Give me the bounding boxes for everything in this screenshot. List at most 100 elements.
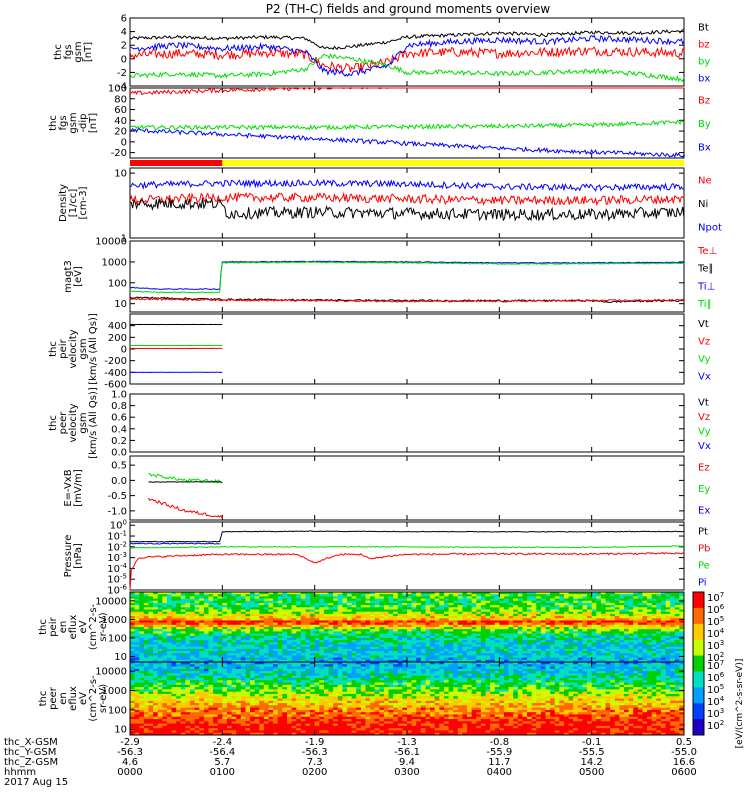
heatmap-cell [601,671,606,674]
heatmap-cell [527,667,532,670]
heatmap-cell [135,664,140,667]
heatmap-cell [342,669,347,672]
y-tick-label: 100 [108,278,127,289]
heatmap-cell [666,673,671,676]
heatmap-cell [282,664,287,667]
heatmap-cell [135,667,140,670]
heatmap-cell [661,664,666,667]
heatmap-cell [444,667,449,670]
heatmap-cell [333,664,338,667]
heatmap-cell [222,676,227,679]
heatmap-cell [236,676,241,679]
heatmap-cell [582,673,587,676]
heatmap-cell [536,671,541,674]
heatmap-cell [338,671,343,674]
heatmap-cell [255,667,260,670]
heatmap-cell [495,673,500,676]
heatmap-cell [485,673,490,676]
heatmap-cell [435,669,440,672]
heatmap-cell [287,667,292,670]
heatmap-cell [356,667,361,670]
heatmap-cell [476,671,481,674]
heatmap-cell [522,667,527,670]
heatmap-cell [652,667,657,670]
heatmap-cell [449,667,454,670]
heatmap-cell [167,676,172,679]
heatmap-cell [185,664,190,667]
heatmap-cell [522,673,527,676]
heatmap-cell [365,676,370,679]
y-tick-label: 0 [121,54,127,65]
heatmap-cell [485,671,490,674]
heatmap-cell [269,667,274,670]
heatmap-cell [546,671,551,674]
heatmap-cell [181,667,186,670]
heatmap-cell [365,673,370,676]
heatmap-cell [250,671,255,674]
plot-frame [130,18,684,86]
heatmap-cell [282,673,287,676]
heatmap-cell [158,667,163,670]
heatmap-cell [296,671,301,674]
heatmap-cell [467,664,472,667]
y-tick-label: 20 [114,127,127,138]
heatmap-cell [153,673,158,676]
heatmap-cell [195,667,200,670]
heatmap-cell [342,667,347,670]
heatmap-cell [278,676,283,679]
heatmap-cell [255,673,260,676]
heatmap-cell [352,664,357,667]
heatmap-cell [264,664,269,667]
heatmap-cell [564,671,569,674]
heatmap-cell [481,667,486,670]
legend-entry: Bz [698,96,710,107]
heatmap-cell [324,664,329,667]
heatmap-cell [305,667,310,670]
heatmap-cell [333,671,338,674]
heatmap-cell [282,667,287,670]
heatmap-cell [398,673,403,676]
legend-entry: Vz [698,336,710,347]
heatmap-cell [190,664,195,667]
legend-entry: By [698,119,711,130]
heatmap-cell [213,669,218,672]
heatmap-cell [652,673,657,676]
heatmap-cell [315,671,320,674]
heatmap-cell [199,671,204,674]
y-tick-label: 4 [121,27,127,38]
heatmap-cell [245,673,250,676]
heatmap-cell [329,669,334,672]
heatmap-cell [619,671,624,674]
heatmap-cell [255,669,260,672]
heatmap-cell [430,664,435,667]
y-tick-label: -20 [111,148,127,159]
heatmap-cell [513,667,518,670]
heatmap-cell [218,671,223,674]
y-tick-label: 400 [108,321,127,332]
heatmap-cell [282,669,287,672]
heatmap-cell [319,673,324,676]
heatmap-cell [185,667,190,670]
heatmap-cell [241,664,246,667]
heatmap-cell [153,671,158,674]
heatmap-cell [509,669,514,672]
heatmap-cell [352,676,357,679]
heatmap-cell [319,671,324,674]
heatmap-cell [379,669,384,672]
heatmap-cell [213,676,218,679]
heatmap-cell [652,664,657,667]
heatmap-cell [342,664,347,667]
heatmap-cell [250,669,255,672]
heatmap-cell [472,664,477,667]
heatmap-cell [458,664,463,667]
heatmap-cell [407,671,412,674]
y-tick-label: 0.2 [111,436,127,447]
heatmap-cell [629,673,634,676]
heatmap-cell [287,673,292,676]
heatmap-cell [444,669,449,672]
heatmap-cell [208,664,213,667]
heatmap-cell [301,676,306,679]
heatmap-cell [462,671,467,674]
